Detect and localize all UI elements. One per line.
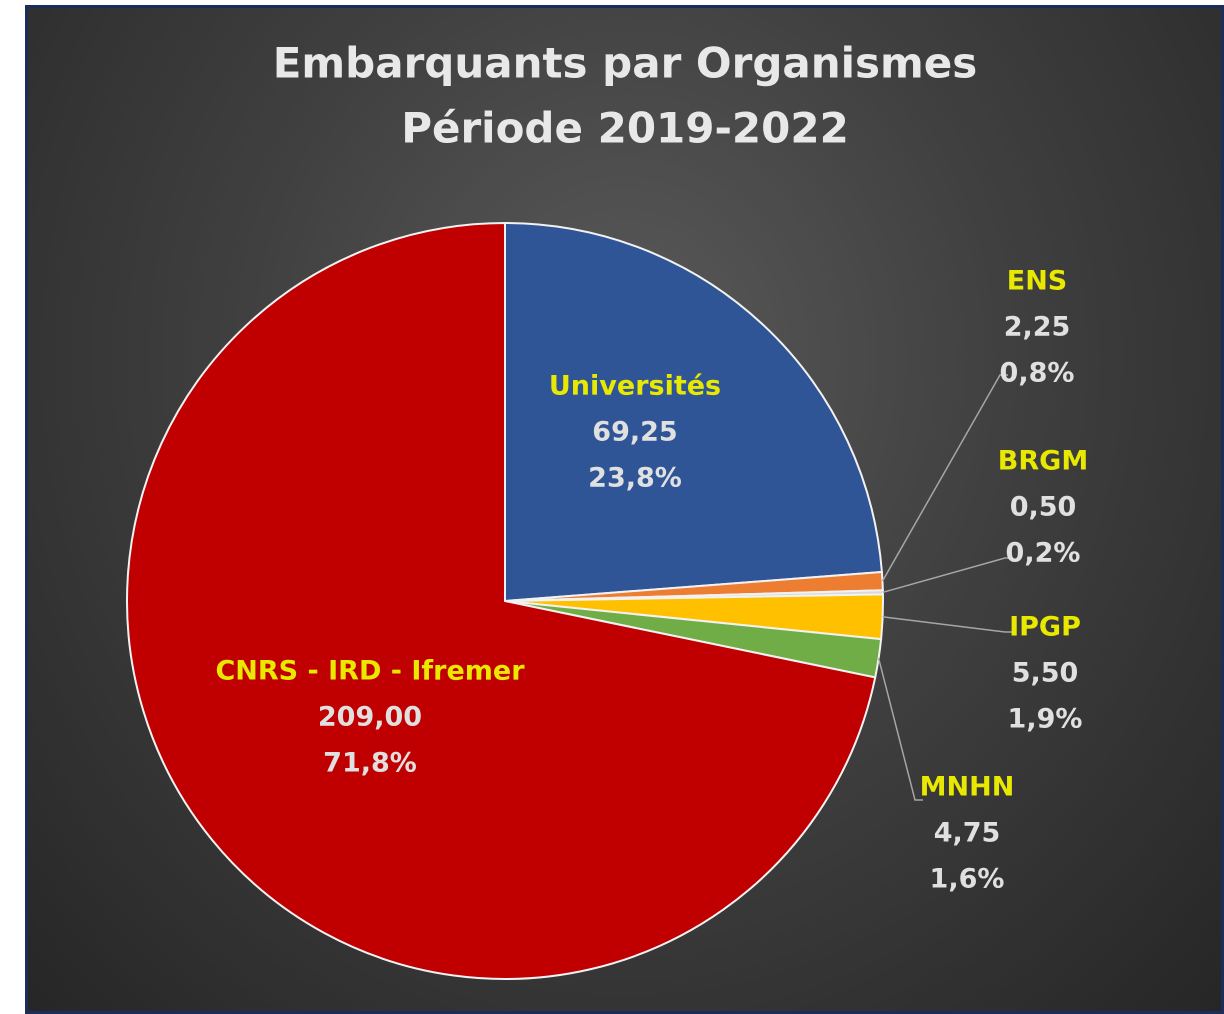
slice-percent: 1,9%: [1008, 704, 1083, 735]
slice-percent: 0,2%: [1006, 538, 1081, 569]
slice-name: CNRS - IRD - Ifremer: [215, 656, 525, 687]
leader-line: [881, 374, 1008, 582]
slice-value: 5,50: [1012, 658, 1079, 689]
leader-line: [877, 658, 923, 801]
slice-value: 4,75: [934, 818, 1001, 849]
pie-slice: [504, 221, 883, 603]
slice-percent: 23,8%: [588, 463, 682, 494]
leader-line: [882, 557, 1013, 594]
chart-title: Période 2019-2022: [401, 104, 849, 153]
slice-name: IPGP: [1009, 612, 1081, 643]
slice-value: 69,25: [592, 417, 677, 448]
slice-percent: 0,8%: [1000, 358, 1075, 389]
slice-name: BRGM: [998, 446, 1088, 477]
slice-percent: 71,8%: [323, 748, 417, 779]
slice-value: 209,00: [318, 702, 422, 733]
slice-value: 2,25: [1004, 312, 1071, 343]
slice-value: 0,50: [1010, 492, 1077, 523]
pie-slice: [126, 221, 877, 980]
chart-title: Embarquants par Organismes: [273, 39, 978, 88]
slice-name: ENS: [1007, 266, 1068, 297]
leader-line: [882, 616, 1013, 633]
slice-percent: 1,6%: [930, 864, 1005, 895]
slice-name: Universités: [549, 371, 721, 402]
slice-name: MNHN: [920, 772, 1015, 803]
